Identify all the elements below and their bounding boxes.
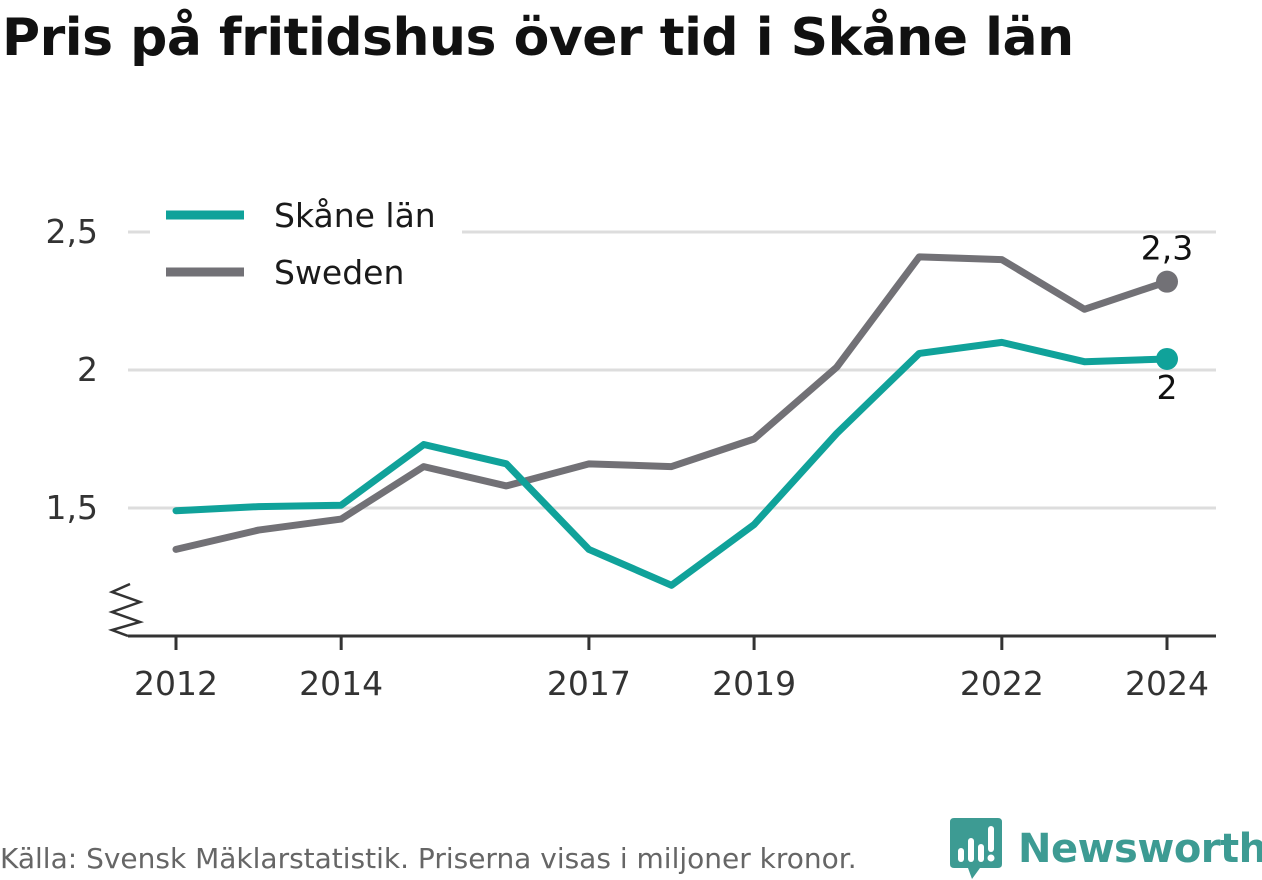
end-point-marker (1156, 270, 1178, 293)
legend-background (150, 190, 462, 298)
brand-name: Newsworthy (1018, 826, 1262, 872)
x-tick-label: 2017 (547, 664, 631, 703)
x-tick-label: 2014 (299, 664, 383, 703)
end-value-label: 2 (1157, 368, 1178, 407)
x-tick-label: 2022 (960, 664, 1044, 703)
labels: 1,5 2 2,5 2012 2014 2017 2019 2022 2024 2 2,3 (46, 212, 1209, 703)
legend-label: Skåne län (274, 196, 436, 235)
end-value-label: 2,3 (1141, 229, 1193, 268)
x-tick-label: 2012 (134, 664, 218, 703)
y-tick-label: 2 (77, 350, 98, 389)
series-lines (172, 253, 1178, 589)
chart-title: Pris på fritidshus över tid i Skåne län (2, 8, 1074, 68)
bar-chart-icon (950, 818, 1002, 879)
x-tick-label: 2024 (1125, 664, 1209, 703)
axes (108, 582, 1216, 650)
legend: Skåne län Sweden (150, 190, 462, 298)
series-line-sweden (172, 253, 1171, 553)
end-point-marker (1156, 347, 1178, 370)
y-tick-label: 1,5 (46, 488, 98, 527)
x-tick-label: 2019 (712, 664, 796, 703)
newsworthy-logo: Newsworthy (950, 818, 1262, 880)
y-tick-label: 2,5 (46, 212, 98, 251)
source-note: Källa: Svensk Mäklarstatistik. Priserna … (0, 842, 857, 875)
axis-break-icon (108, 582, 145, 638)
series-line-sk-ne-l-n (172, 338, 1171, 589)
legend-label: Sweden (274, 253, 404, 292)
